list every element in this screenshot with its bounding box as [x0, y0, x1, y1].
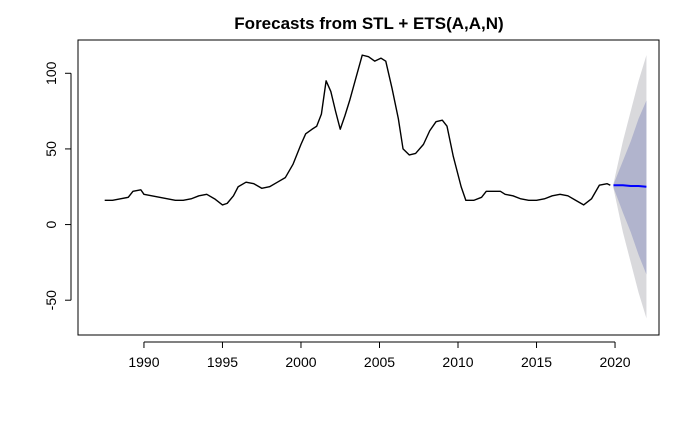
series-lines [104, 54, 647, 206]
y-axis: -50 0 50 100 [43, 61, 72, 310]
y-tick-label: 100 [43, 61, 59, 85]
x-tick-label: 2005 [364, 354, 395, 370]
chart-title: Forecasts from STL + ETS(A,A,N) [234, 14, 503, 33]
x-tick-label: 2010 [442, 354, 473, 370]
x-tick-label: 1995 [207, 354, 238, 370]
plot-frame [77, 39, 660, 336]
y-tick-label: 50 [43, 141, 59, 157]
y-tick-label: 0 [43, 220, 59, 228]
x-tick-label: 2015 [521, 354, 552, 370]
y-tick-label: -50 [43, 290, 59, 310]
x-tick-label: 2020 [599, 354, 630, 370]
history-line [104, 54, 611, 206]
x-tick-label: 1990 [128, 354, 159, 370]
x-tick-label: 2000 [285, 354, 316, 370]
x-axis: 1990 1995 2000 2005 2010 2015 2020 [128, 341, 631, 370]
forecast-line [613, 184, 647, 188]
interval-band-80 [613, 100, 647, 275]
